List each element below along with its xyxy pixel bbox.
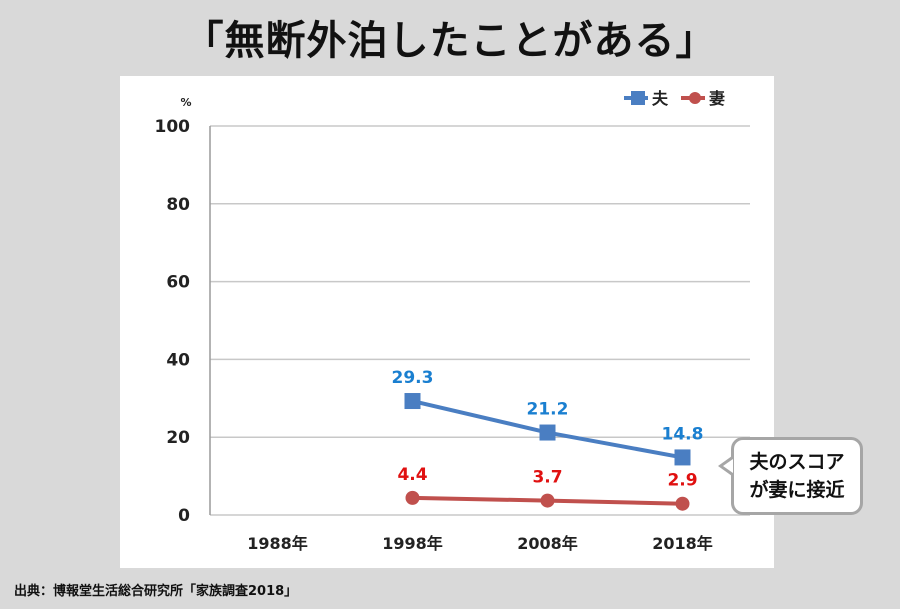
data-label: 3.7 — [532, 468, 562, 488]
data-point-husband — [674, 449, 691, 466]
data-point-husband — [539, 424, 556, 441]
chart-panel: 0 20 40 60 80 100% 1988年 1998年 2008年 2018年 29.3 21.… — [120, 76, 774, 568]
x-tick-label: 1998年 — [382, 534, 443, 553]
y-tick-label: 0 — [178, 506, 190, 526]
y-tick-label: 60 — [166, 273, 190, 293]
x-tick-label: 2008年 — [517, 534, 578, 553]
line-chart: 0 20 40 60 80 100% 1988年 1998年 2008年 2018年 29.3 21.… — [155, 89, 750, 553]
x-tick-label: 2018年 — [652, 534, 713, 553]
y-tick-label: 100 — [155, 117, 191, 137]
data-label: 29.3 — [392, 368, 434, 388]
x-tick-label: 1988年 — [247, 534, 308, 553]
source-note: 出典：博報堂生活総合研究所「家族調査2018」 — [14, 584, 298, 599]
callout-line-2: が妻に接近 — [749, 479, 845, 501]
y-tick-label: 40 — [166, 350, 190, 370]
callout-box: 夫のスコア が妻に接近 — [718, 437, 863, 515]
legend-label: 妻 — [709, 89, 725, 108]
legend-label: 夫 — [652, 89, 669, 108]
data-label: 14.8 — [662, 424, 704, 444]
data-label: 21.2 — [527, 400, 569, 420]
data-point-wife — [405, 490, 420, 505]
legend-marker-square — [631, 91, 645, 105]
y-tick-label: 20 — [166, 428, 190, 448]
callout-tail-fill — [723, 459, 733, 473]
callout-line-1: 夫のスコア — [749, 451, 845, 473]
chart-title: 「無断外泊したことがある」 — [183, 18, 717, 64]
data-label: 2.9 — [667, 471, 697, 491]
data-point-wife — [675, 496, 690, 511]
y-tick-label: 80 — [166, 195, 190, 215]
data-label: 4.4 — [397, 465, 427, 485]
legend-marker-circle — [689, 92, 701, 104]
y-unit-label: % — [180, 96, 191, 109]
data-point-husband — [404, 393, 421, 410]
data-point-wife — [540, 493, 555, 508]
